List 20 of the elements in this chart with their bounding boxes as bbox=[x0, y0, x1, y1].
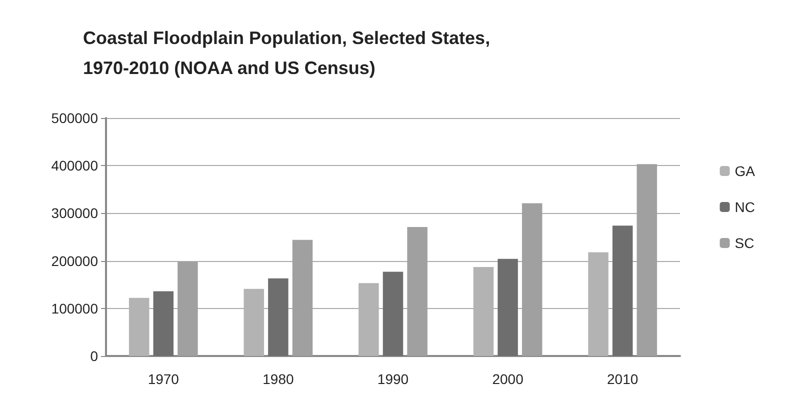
x-tick-label: 2000 bbox=[492, 371, 524, 387]
y-tick-label: 0 bbox=[90, 348, 98, 364]
legend-label: GA bbox=[734, 163, 756, 179]
x-tick-label: 2010 bbox=[607, 371, 638, 387]
bar bbox=[498, 258, 518, 356]
y-tick-label: 500000 bbox=[51, 110, 98, 126]
bar bbox=[382, 272, 404, 356]
bar bbox=[268, 278, 288, 356]
bar bbox=[153, 291, 174, 356]
x-tick-label: 1970 bbox=[148, 371, 180, 387]
bar bbox=[612, 226, 633, 356]
y-tick-label: 100000 bbox=[51, 300, 98, 316]
chart-title: Coastal Floodplain Population, Selected States, 1970-2010 (NOAA and US Census) bbox=[83, 28, 496, 78]
y-tick-label: 300000 bbox=[51, 205, 98, 222]
legend-label: NC bbox=[734, 199, 756, 215]
x-tick-label: 1980 bbox=[262, 371, 294, 387]
legend-label: SC bbox=[734, 235, 754, 251]
y-tick-label: 200000 bbox=[51, 252, 98, 269]
y-tick-label: 400000 bbox=[51, 158, 98, 174]
x-tick-label: 1990 bbox=[377, 371, 409, 387]
